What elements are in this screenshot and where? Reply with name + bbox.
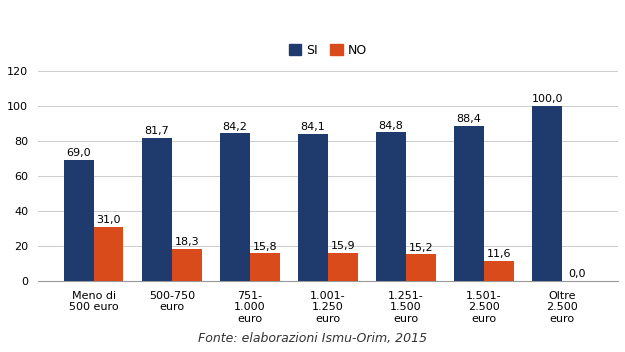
Text: 15,2: 15,2 [409, 243, 433, 253]
Bar [532, 106, 562, 281]
Bar [406, 254, 436, 281]
Bar [376, 132, 406, 281]
Text: Fonte: elaborazioni Ismu-Orim, 2015: Fonte: elaborazioni Ismu-Orim, 2015 [198, 332, 427, 345]
Legend: SI, NO: SI, NO [284, 39, 372, 62]
Text: 88,4: 88,4 [457, 114, 482, 124]
Bar [142, 138, 172, 281]
Bar [484, 261, 514, 281]
Text: 84,2: 84,2 [222, 122, 248, 132]
Text: 100,0: 100,0 [531, 94, 563, 104]
Text: 18,3: 18,3 [174, 237, 199, 247]
Bar [250, 253, 279, 281]
Text: 15,9: 15,9 [331, 241, 355, 251]
Bar [454, 126, 484, 281]
Bar [64, 160, 94, 281]
Bar [298, 133, 328, 281]
Text: 31,0: 31,0 [96, 215, 121, 225]
Text: 11,6: 11,6 [487, 249, 511, 259]
Text: 81,7: 81,7 [144, 126, 169, 136]
Text: 84,1: 84,1 [301, 122, 326, 132]
Text: 0,0: 0,0 [568, 269, 586, 279]
Text: 15,8: 15,8 [253, 241, 277, 252]
Text: 69,0: 69,0 [67, 148, 91, 158]
Text: 84,8: 84,8 [379, 121, 404, 131]
Bar [328, 253, 357, 281]
Bar [172, 249, 201, 281]
Bar [94, 227, 124, 281]
Bar [220, 133, 250, 281]
